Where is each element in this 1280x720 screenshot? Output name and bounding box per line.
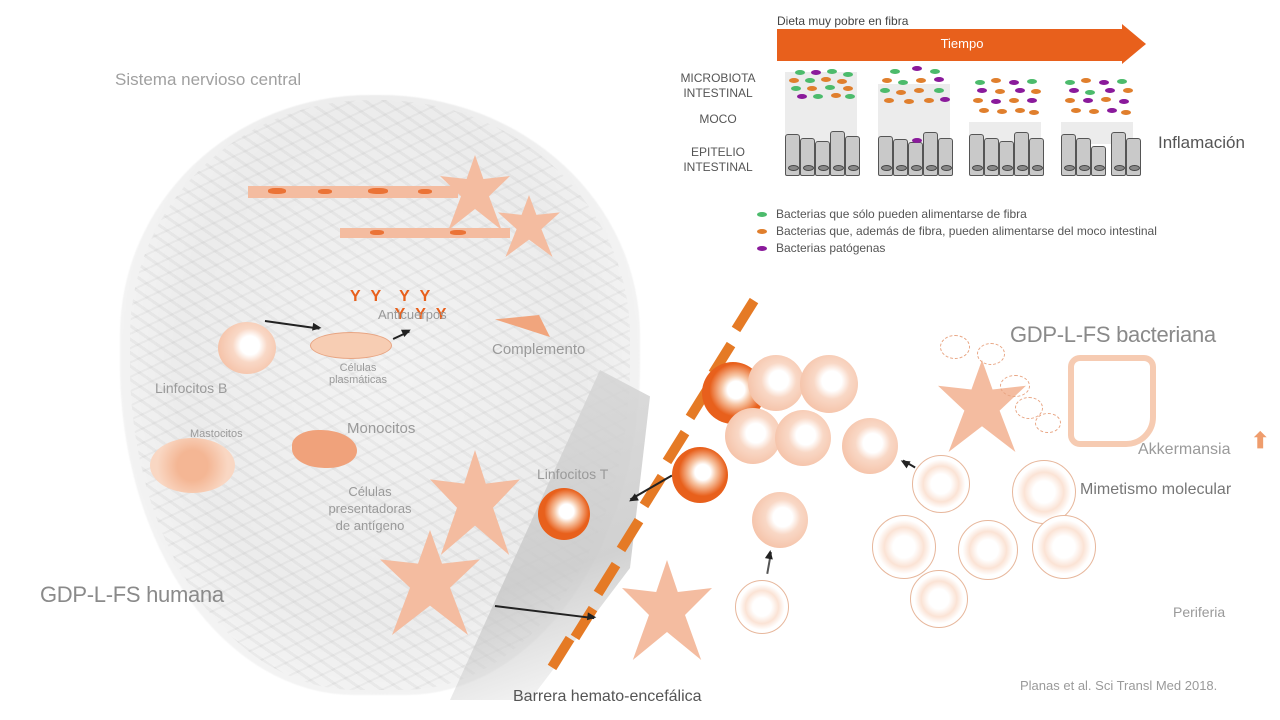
bacteria-icons <box>935 335 1061 435</box>
plasma-cell <box>310 332 392 359</box>
t-cell-periphery-6 <box>752 492 808 548</box>
naive-cell-4 <box>872 515 936 579</box>
label-apc: Células presentadoras de antígeno <box>328 484 412 533</box>
label-mimicry: Mimetismo molecular <box>1080 481 1232 498</box>
label-complement: Complemento <box>492 341 586 358</box>
naive-cell-7 <box>910 570 968 628</box>
label-t-cells: Linfocitos T <box>537 466 609 482</box>
naive-cell-5 <box>958 520 1018 580</box>
t-cell-periphery-3 <box>725 408 781 464</box>
increase-arrow-icon: ⬆ <box>1251 428 1270 453</box>
row-label-mucus: MOCO <box>699 112 737 126</box>
outcome-inflammation: Inflamación <box>1158 133 1245 152</box>
time-label: Tiempo <box>940 36 984 51</box>
label-antibodies: Anticuerpos <box>378 307 447 322</box>
legend-item-fiber-bacteria: Bacterias que sólo pueden alimentarse de… <box>757 207 1027 221</box>
arrow-mimicry <box>902 460 916 469</box>
diet-label: Dieta muy pobre en fibra <box>777 14 909 28</box>
naive-cell-6 <box>1032 515 1096 579</box>
label-monocytes: Monocitos <box>347 420 416 437</box>
time-arrow-head <box>1122 24 1146 64</box>
naive-cell-3 <box>1012 460 1076 524</box>
t-cell-periphery-2 <box>800 355 858 413</box>
mast-cell-cluster <box>150 438 235 493</box>
cns-title: Sistema nervioso central <box>115 70 302 89</box>
legend-item-mucus-bacteria: Bacterias que, además de fibra, pueden a… <box>757 224 1157 238</box>
label-akkermansia: Akkermansia <box>1138 441 1231 458</box>
time-arrow <box>777 29 1123 61</box>
row-label-epithelium: EPITELIO INTESTINAL <box>683 145 753 174</box>
row-label-microbiota: MICROBIOTA INTESTINAL <box>680 71 756 100</box>
intestine-icon <box>1068 355 1156 447</box>
label-b-cells: Linfocitos B <box>155 380 228 396</box>
activated-t-cell-2 <box>672 447 728 503</box>
b-cell <box>218 322 276 374</box>
t-cell-periphery-1 <box>748 355 804 411</box>
label-plasma-cells: Células plasmáticas <box>328 362 388 386</box>
t-cell-periphery-5 <box>842 418 898 474</box>
gut-stage-4 <box>1061 66 1141 176</box>
label-mast-cells: Mastocitos <box>190 428 243 440</box>
purple-bacteria-icon <box>757 246 767 252</box>
orange-bacteria-icon <box>757 229 767 235</box>
neuron-axon-1 <box>248 186 458 198</box>
naive-cell-1 <box>735 580 789 634</box>
label-bacterial-gdp: GDP-L-FS bacteriana <box>1010 322 1216 347</box>
neuron-axon-2 <box>340 228 510 238</box>
green-bacteria-icon <box>757 212 767 218</box>
arrow-activation <box>766 551 772 574</box>
gut-stage-2 <box>878 66 953 176</box>
legend-item-pathogenic-bacteria: Bacterias patógenas <box>757 241 885 255</box>
t-cell <box>538 488 590 540</box>
gut-stage-3 <box>969 66 1044 176</box>
label-periphery: Periferia <box>1173 604 1226 620</box>
naive-cell-2 <box>912 455 970 513</box>
gut-stage-1 <box>785 66 860 176</box>
t-cell-periphery-4 <box>775 410 831 466</box>
monocyte <box>292 430 357 468</box>
citation: Planas et al. Sci Transl Med 2018. <box>1020 678 1218 693</box>
antibodies-cluster: Y Y Y Y Y Y Y <box>350 288 450 323</box>
label-barrier: Barrera hemato-encefálica <box>513 688 702 705</box>
apc-periphery <box>622 560 712 660</box>
label-human-gdp: GDP-L-FS humana <box>40 582 224 607</box>
